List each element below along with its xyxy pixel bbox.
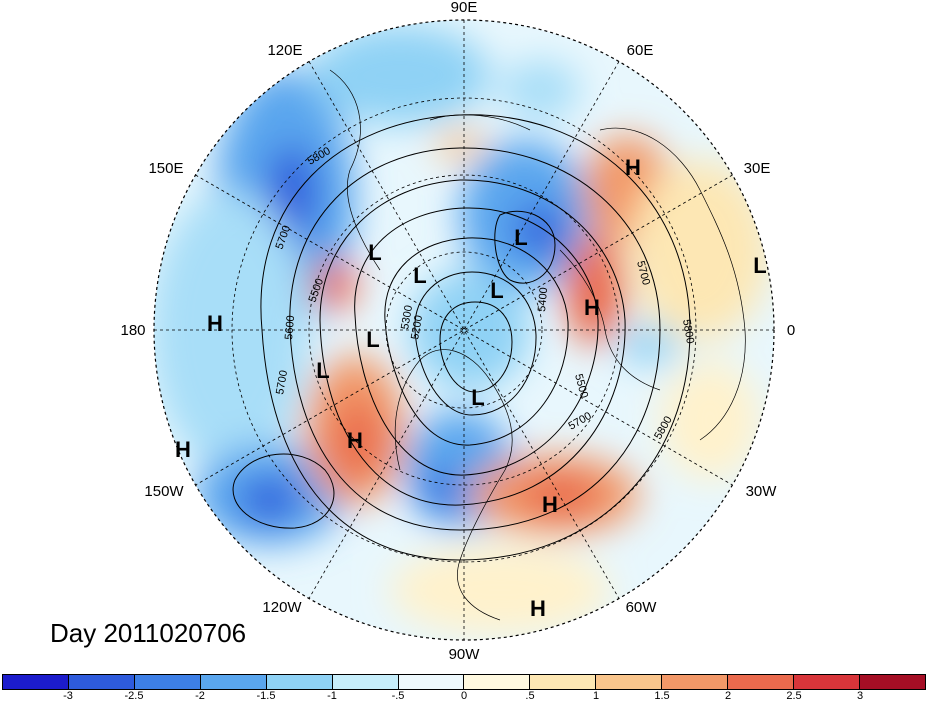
latitude-circle bbox=[385, 251, 543, 409]
contour-label: 5700 bbox=[567, 410, 594, 433]
contour-label: 5800 bbox=[680, 318, 696, 344]
lon-30w-label: 30W bbox=[746, 483, 778, 500]
colorbar bbox=[2, 674, 926, 690]
lon-30e-label: 30E bbox=[744, 160, 771, 177]
low-center-marker: L bbox=[514, 225, 527, 250]
contour-label: 5500 bbox=[572, 373, 590, 400]
colorbar-tick-label: 0 bbox=[460, 690, 468, 702]
high-center-marker: H bbox=[175, 437, 191, 462]
colorbar-tick-label: 2.5 bbox=[786, 690, 802, 702]
colorbar-tick-label: 1 bbox=[592, 690, 600, 702]
contour-label: 5600 bbox=[283, 315, 297, 340]
colorbar-swatch bbox=[200, 675, 267, 689]
colorbar-tick-label: -3 bbox=[63, 690, 73, 702]
high-center-marker: H bbox=[530, 596, 546, 621]
lon-90e-label: 90E bbox=[451, 0, 478, 16]
colorbar-tick-label: .5 bbox=[525, 690, 535, 702]
colorbar-tick-labels: -3 -2.5 -2 -1.5 -1 -.5 0 .5 1 1.5 2 2.5 3 bbox=[2, 690, 926, 702]
contour-label: 5800 bbox=[652, 414, 675, 441]
lon-180-label: 180 bbox=[120, 322, 145, 339]
colorbar-swatch bbox=[728, 675, 795, 689]
contour-label: 5700 bbox=[274, 369, 290, 395]
colorbar-swatch bbox=[398, 675, 465, 689]
colorbar-swatch bbox=[134, 675, 201, 689]
low-center-marker: L bbox=[368, 240, 381, 265]
lon-60e-label: 60E bbox=[627, 42, 654, 59]
colorbar-swatch bbox=[596, 675, 663, 689]
low-center-marker: L bbox=[316, 358, 329, 383]
high-center-marker: H bbox=[207, 311, 223, 336]
high-center-marker: H bbox=[347, 428, 363, 453]
lon-120w-label: 120W bbox=[262, 599, 302, 616]
contour-label: 5200 bbox=[409, 314, 425, 340]
colorbar-swatch bbox=[68, 675, 135, 689]
contour-label: 5700 bbox=[634, 260, 652, 287]
contour-label: 5500 bbox=[307, 277, 327, 304]
colorbar-swatch bbox=[859, 675, 925, 689]
lon-90w-label: 90W bbox=[449, 646, 481, 663]
low-center-marker: L bbox=[471, 385, 484, 410]
high-center-marker: H bbox=[625, 155, 641, 180]
colorbar-tick-label: -.5 bbox=[391, 690, 405, 702]
contour-label: 5800 bbox=[306, 145, 333, 168]
low-center-marker: L bbox=[753, 253, 766, 278]
lon-120e-label: 120E bbox=[267, 42, 302, 59]
date-label: Day 2011020706 bbox=[50, 618, 247, 648]
contour-label: 5300 bbox=[399, 304, 415, 330]
colorbar-tick-label: 3 bbox=[856, 690, 864, 702]
colorbar-tick-label: -1.5 bbox=[256, 690, 276, 702]
colorbar-tick-label: 1.5 bbox=[654, 690, 670, 702]
colorbar-swatch bbox=[662, 675, 729, 689]
colorbar-swatch bbox=[464, 675, 531, 689]
colorbar-tick-label: -1 bbox=[327, 690, 337, 702]
coastlines bbox=[329, 69, 746, 621]
colorbar-tick-label: -2.5 bbox=[124, 690, 144, 702]
lon-150e-label: 150E bbox=[148, 160, 183, 177]
colorbar-tick-label: -2 bbox=[195, 690, 205, 702]
lon-60w-label: 60W bbox=[626, 599, 658, 616]
contour-label: 5400 bbox=[536, 287, 550, 312]
colorbar-swatch bbox=[332, 675, 399, 689]
low-center-marker: L bbox=[366, 327, 379, 352]
high-center-marker: H bbox=[542, 492, 558, 517]
colorbar-swatch bbox=[266, 675, 333, 689]
lon-150w-label: 150W bbox=[144, 483, 184, 500]
colorbar-swatch bbox=[3, 675, 69, 689]
lon-0-label: 0 bbox=[787, 322, 795, 339]
low-center-marker: L bbox=[490, 278, 503, 303]
colorbar-swatch bbox=[530, 675, 597, 689]
graticule bbox=[153, 19, 775, 641]
colorbar-swatch bbox=[794, 675, 860, 689]
contour-label: 5700 bbox=[274, 224, 294, 251]
low-center-marker: L bbox=[413, 263, 426, 288]
high-center-marker: H bbox=[584, 295, 600, 320]
colorbar-tick-label: 2 bbox=[724, 690, 732, 702]
